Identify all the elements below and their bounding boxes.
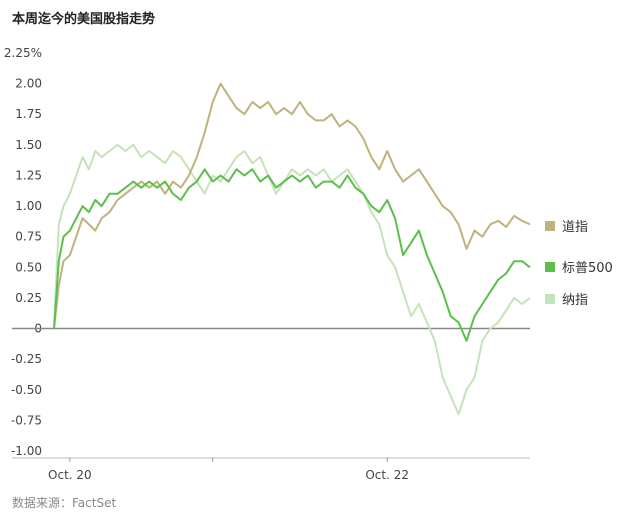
y-tick-label: 1.50 xyxy=(15,138,42,152)
y-tick-label: 2.25% xyxy=(4,46,42,60)
y-tick-label: 1.00 xyxy=(15,199,42,213)
x-tick-label: Oct. 22 xyxy=(365,468,409,482)
y-tick-label: 0.50 xyxy=(15,260,42,274)
series-line-0 xyxy=(53,82,531,329)
y-tick-label: 1.25 xyxy=(15,168,42,182)
series-lines xyxy=(53,82,531,416)
chart-title: 本周迄今的美国股指走势 xyxy=(12,12,156,27)
legend-swatch xyxy=(545,262,555,272)
y-tick-label: -0.75 xyxy=(11,413,42,427)
y-tick-label: 0.25 xyxy=(15,291,42,305)
x-tick-label: Oct. 20 xyxy=(48,468,92,482)
y-tick-label: 0.75 xyxy=(15,230,42,244)
series-line-2 xyxy=(53,143,531,416)
y-tick-label: 1.75 xyxy=(15,107,42,121)
y-tick-label: -1.00 xyxy=(11,444,42,458)
data-source-note: 数据来源：FactSet xyxy=(12,496,117,510)
legend-label: 道指 xyxy=(562,220,588,235)
legend-swatch xyxy=(545,221,555,231)
y-tick-label: -0.50 xyxy=(11,383,42,397)
legend-swatch xyxy=(545,294,555,304)
series-line-1 xyxy=(53,168,531,342)
legend-label: 纳指 xyxy=(562,293,588,308)
legend-label: 标普500 xyxy=(562,261,613,276)
y-axis-ticks: 2.25%2.001.751.501.251.000.750.500.250-0… xyxy=(4,46,530,458)
x-axis: Oct. 20 Oct. 22 xyxy=(12,457,530,482)
y-tick-label: -0.25 xyxy=(11,352,42,366)
y-tick-label: 2.00 xyxy=(15,77,42,91)
